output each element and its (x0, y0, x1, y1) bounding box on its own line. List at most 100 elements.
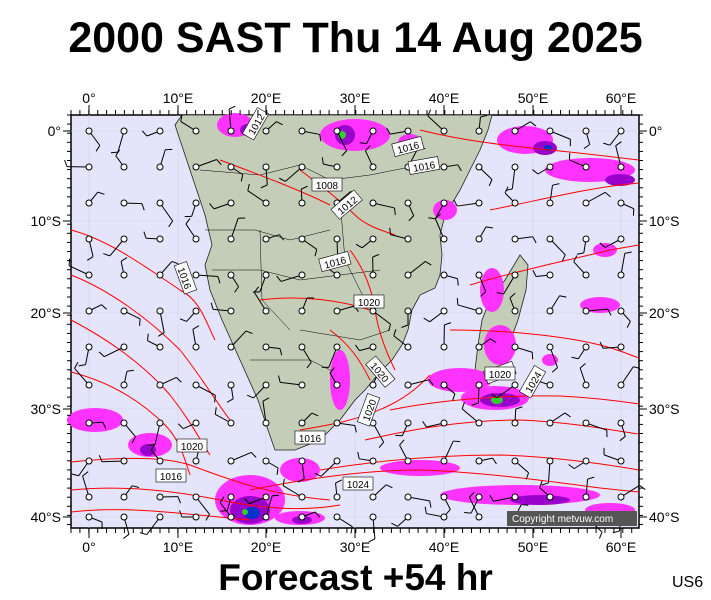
wind-barb (511, 343, 534, 360)
wind-barb (147, 333, 164, 351)
svg-text:1008: 1008 (316, 181, 339, 192)
wind-barb (278, 163, 306, 182)
wind-barb (617, 251, 632, 279)
wind-barb (599, 235, 625, 248)
wind-barb (120, 513, 130, 539)
precip-area (280, 458, 320, 482)
wind-barb (262, 494, 280, 521)
precip-area (330, 350, 350, 410)
lon-label: 60°E (606, 90, 637, 106)
wind-barb (156, 493, 182, 504)
svg-text:1020: 1020 (489, 370, 512, 381)
wind-barb (475, 163, 493, 187)
wind-barb (321, 157, 341, 171)
wind-barb (456, 297, 483, 315)
wind-barb (253, 286, 270, 315)
wind-barb (395, 419, 412, 437)
wind-barb (422, 419, 448, 428)
wind-barb (179, 510, 200, 521)
isobar-label: 1016 (407, 156, 441, 175)
wind-barb (98, 455, 128, 465)
wind-barb (220, 493, 235, 512)
wind-barb (354, 343, 377, 352)
forecast-label: Forecast +54 hr (218, 557, 493, 598)
wind-barb (532, 163, 554, 175)
lat-label: 30°S (30, 401, 61, 417)
wind-barb (120, 419, 137, 444)
wind-barb (582, 307, 612, 316)
wind-barb (192, 271, 221, 284)
wind-barb (617, 366, 641, 389)
wind-barb (85, 419, 107, 429)
wind-barb (355, 235, 377, 249)
wind-barb (177, 419, 200, 430)
wind-barb (103, 235, 128, 257)
wind-barb (139, 513, 164, 536)
wind-barb (511, 235, 537, 244)
wind-barb (475, 226, 493, 243)
wind-barb (573, 255, 590, 279)
wind-barb (120, 485, 140, 501)
wind-barb (453, 199, 483, 207)
lat-label: 10°S (649, 213, 680, 229)
wind-barb (156, 376, 182, 389)
wind-barb (192, 493, 210, 521)
wind-barb (461, 402, 483, 427)
wind-barb (179, 307, 200, 322)
wind-barb (321, 343, 341, 368)
wind-barb (475, 338, 497, 351)
isobar-label: 1016 (294, 430, 326, 445)
lat-label: 30°S (649, 401, 680, 417)
wind-barb (185, 218, 200, 243)
isobar-label: 1020 (353, 294, 385, 309)
wind-barb (386, 127, 412, 135)
wind-barb (329, 367, 341, 389)
lon-label: 30°E (340, 539, 371, 555)
wind-barb (617, 307, 631, 328)
wind-barb (539, 480, 554, 501)
wind-barb (423, 307, 448, 323)
lat-label: 0° (649, 123, 662, 139)
wind-barb (440, 271, 459, 286)
wind-barb (369, 307, 392, 332)
isobar-label: 1020 (484, 366, 516, 381)
wind-barb (546, 295, 567, 315)
wind-barb (227, 330, 253, 351)
wind-barb (333, 479, 343, 501)
wind-barb (582, 476, 595, 501)
wind-barb (184, 199, 200, 218)
wind-barb (369, 199, 396, 215)
wind-barb (368, 513, 377, 543)
wind-barb (603, 447, 625, 465)
precip-area (67, 408, 123, 432)
wind-barb (262, 121, 283, 135)
wind-barb (180, 114, 200, 135)
wind-barb (120, 257, 128, 279)
model-code: US6 (672, 574, 704, 591)
wind-barb (617, 484, 646, 501)
precip-area (542, 354, 558, 366)
wind-barb (219, 496, 235, 521)
wind-barb (298, 235, 318, 257)
axis-ticks (63, 105, 647, 538)
precip-area (484, 325, 516, 365)
wind-barb (546, 127, 571, 147)
wind-barb (298, 343, 312, 369)
wind-barb (192, 159, 222, 171)
wind-barb (546, 183, 560, 207)
precip-area (510, 495, 570, 505)
lon-label: 50°E (518, 90, 549, 106)
copyright-text: Copyright metvuw.com (512, 514, 613, 525)
wind-barb (496, 271, 519, 295)
lat-label: 40°S (649, 509, 680, 525)
wind-barb (156, 307, 165, 337)
wind-barb (505, 163, 519, 191)
wind-barb (440, 493, 451, 515)
wind-barb (298, 127, 322, 142)
wind-barb (192, 381, 216, 403)
wind-barb (120, 199, 145, 211)
wind-barb (504, 186, 519, 207)
wind-barb (401, 307, 412, 328)
wind-barb (568, 457, 590, 470)
lon-label: 40°E (429, 539, 460, 555)
